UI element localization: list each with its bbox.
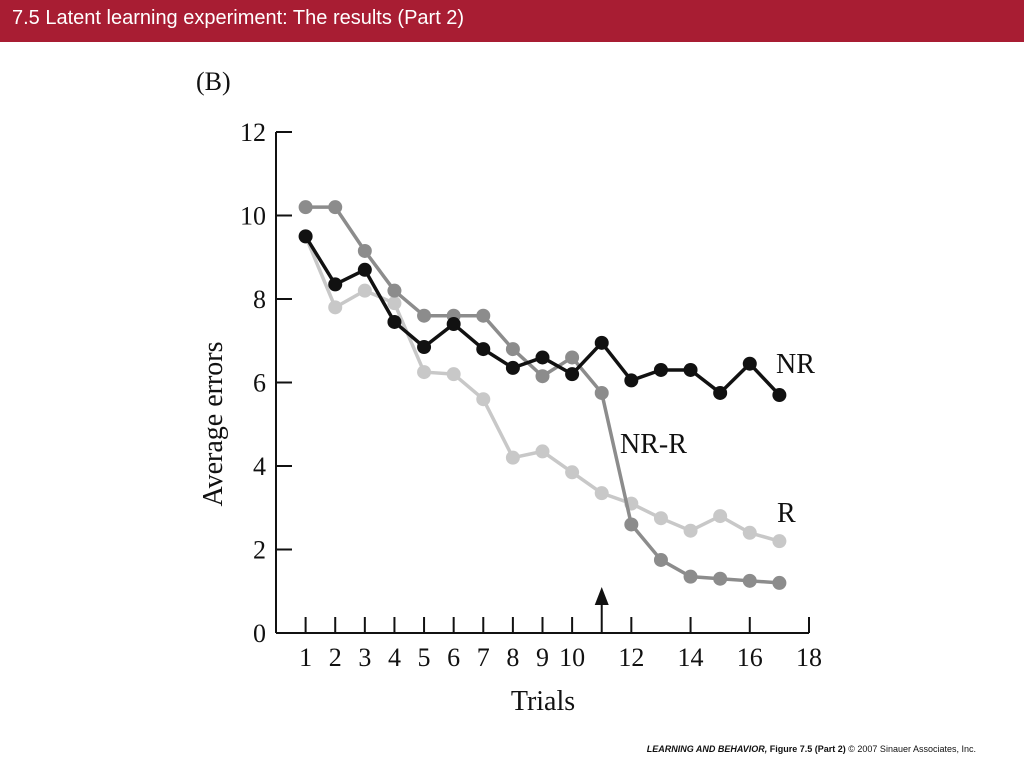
x-tick-label: 5 [418, 643, 431, 672]
point-r [417, 365, 432, 380]
y-tick-label: 2 [253, 536, 266, 565]
series-label-nr: NR [776, 349, 815, 380]
point-nr [505, 360, 520, 375]
point-nr [387, 314, 402, 329]
point-r [742, 525, 757, 540]
point-nr [446, 317, 461, 332]
x-tick-label: 14 [678, 643, 704, 672]
x-tick-label: 16 [737, 643, 763, 672]
point-nr [476, 342, 491, 357]
footer: LEARNING AND BEHAVIOR, Figure 7.5 (Part … [647, 744, 976, 754]
point-nr [742, 356, 757, 371]
point-nr-r [653, 552, 668, 567]
point-nr-r [298, 200, 313, 215]
point-nr-r [387, 283, 402, 298]
panel-label: (B) [196, 67, 231, 96]
point-nr-r [594, 385, 609, 400]
series-label-nr-r: NR-R [620, 429, 687, 460]
y-tick-label: 8 [253, 285, 266, 314]
point-nr [417, 340, 432, 355]
point-r [446, 367, 461, 382]
title-bar: 7.5 Latent learning experiment: The resu… [0, 0, 1024, 42]
series-line-r [303, 235, 780, 543]
point-nr-r [565, 350, 580, 365]
y-tick-label: 0 [253, 619, 266, 648]
point-nr-r [535, 369, 550, 384]
point-nr [713, 385, 728, 400]
series-r [298, 229, 787, 549]
point-r [565, 465, 580, 480]
point-nr-r [772, 575, 787, 590]
point-nr-r [476, 308, 491, 323]
series-line-nr-r [305, 205, 780, 585]
x-tick-label: 1 [299, 643, 312, 672]
point-nr [772, 388, 787, 403]
point-nr-r [713, 571, 728, 586]
y-tick-label: 10 [240, 202, 266, 231]
point-r [328, 300, 343, 315]
point-nr-r [683, 569, 698, 584]
y-axis-label: Average errors [198, 341, 229, 506]
point-nr [328, 277, 343, 292]
footer-figure: Figure 7.5 (Part 2) [769, 744, 846, 754]
point-nr [653, 362, 668, 377]
arrow-head [594, 587, 609, 605]
slide-title: 7.5 Latent learning experiment: The resu… [12, 7, 465, 29]
x-tick-label: 10 [559, 643, 585, 672]
point-nr [683, 362, 698, 377]
point-nr-r [505, 342, 520, 357]
point-r [535, 444, 550, 459]
x-tick-label: 7 [477, 643, 490, 672]
y-tick-label: 4 [253, 452, 266, 481]
point-r [594, 486, 609, 501]
point-nr-r [742, 573, 757, 588]
point-nr [357, 262, 372, 277]
point-nr [535, 350, 550, 365]
point-r [713, 509, 728, 524]
footer-copyright: © 2007 Sinauer Associates, Inc. [848, 744, 976, 754]
point-nr-r [357, 243, 372, 258]
point-r [653, 511, 668, 526]
point-r [505, 450, 520, 465]
y-tick-label: 6 [253, 369, 266, 398]
point-nr [624, 373, 639, 388]
point-r [476, 392, 491, 407]
point-r [683, 523, 698, 538]
x-axis-label: Trials [511, 686, 575, 717]
series-layer [298, 200, 787, 590]
x-tick-label: 4 [388, 643, 401, 672]
point-r [772, 534, 787, 549]
x-tick-label: 9 [536, 643, 549, 672]
series-nr-r [298, 200, 787, 590]
point-nr-r [328, 200, 343, 215]
point-nr [594, 335, 609, 350]
point-r [387, 296, 402, 311]
point-nr [298, 229, 313, 244]
x-tick-label: 2 [329, 643, 342, 672]
x-tick-label: 6 [447, 643, 460, 672]
point-r [357, 283, 372, 298]
series-nr [298, 229, 787, 403]
series-label-r: R [777, 498, 796, 529]
x-tick-label: 12 [618, 643, 644, 672]
x-tick-label: 3 [358, 643, 371, 672]
x-tick-label: 18 [796, 643, 822, 672]
y-tick-label: 12 [240, 118, 266, 147]
point-nr-r [624, 517, 639, 532]
footer-book: LEARNING AND BEHAVIOR, [646, 744, 768, 754]
x-tick-label: 8 [506, 643, 519, 672]
point-nr-r [417, 308, 432, 323]
point-nr [565, 367, 580, 382]
